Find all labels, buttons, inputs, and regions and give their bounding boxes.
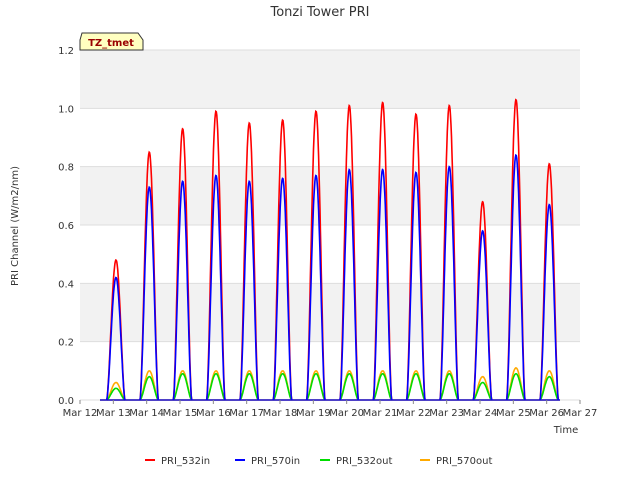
series-day-PRI_570in <box>139 185 160 401</box>
x-tick-label: Mar 18 <box>263 408 298 419</box>
legend: PRI_532in PRI_570in PRI_532out PRI_570out <box>145 456 492 467</box>
y-axis-label: PRI Channel (W/m2/nm) <box>10 166 21 286</box>
legend-label: PRI_570out <box>436 456 492 467</box>
series-PRI_570in <box>100 153 560 401</box>
x-tick-label: Mar 15 <box>163 408 198 419</box>
x-tick-label: Mar 24 <box>463 408 498 419</box>
series-day-PRI_570in <box>372 168 393 401</box>
series-day-PRI_532out <box>272 372 293 401</box>
chart-title: Tonzi Tower PRI <box>270 5 370 20</box>
series-day-PRI_570in <box>172 180 193 401</box>
series-day-PRI_570in <box>339 168 360 401</box>
x-tick-label: Mar 19 <box>296 408 331 419</box>
plot-band <box>80 50 580 109</box>
series-day-PRI_532out <box>439 372 459 401</box>
x-tick-label: Mar 21 <box>363 408 398 419</box>
x-tick-label: Mar 17 <box>229 408 264 419</box>
x-tick-label: Mar 20 <box>329 408 364 419</box>
series-day-PRI_532out <box>506 372 526 401</box>
y-tick-label: 0.4 <box>58 279 74 290</box>
y-tick-label: 1.2 <box>58 46 74 57</box>
series-day-PRI_570in <box>472 229 493 401</box>
series-day-PRI_532out <box>139 375 159 401</box>
series-day-PRI_570in <box>239 180 260 401</box>
series-day-PRI_532out <box>306 372 326 401</box>
legend-label: PRI_570in <box>251 456 300 467</box>
x-tick-label: Mar 16 <box>196 408 231 419</box>
badge-label: TZ_tmet <box>88 38 134 49</box>
series-day-PRI_532out <box>539 375 559 401</box>
x-tick-label: Mar 25 <box>496 408 531 419</box>
legend-label: PRI_532out <box>336 456 392 467</box>
x-tick-label: Mar 14 <box>129 408 164 419</box>
x-tick-label: Mar 22 <box>396 408 431 419</box>
x-axis-label: Time <box>553 425 578 436</box>
plot-band <box>80 283 580 342</box>
y-tick-label: 0.8 <box>58 163 74 174</box>
legend-label: PRI_532in <box>161 456 210 467</box>
series-day-PRI_532out <box>206 372 226 401</box>
y-tick-label: 0.6 <box>58 221 74 232</box>
series-day-PRI_570in <box>272 177 293 401</box>
series-layer <box>100 98 560 401</box>
y-tick-label: 0.2 <box>58 338 74 349</box>
series-day-PRI_570in <box>405 171 426 401</box>
series-day-PRI_532out <box>239 372 259 401</box>
series-day-PRI_570in <box>305 174 326 401</box>
y-axis: 0.0 0.2 0.4 0.6 0.8 1.0 1.2 <box>58 46 74 407</box>
series-day-PRI_532out <box>472 381 493 401</box>
x-tick-label: Mar 23 <box>429 408 464 419</box>
series-day-PRI_570in <box>505 153 526 401</box>
series-day-PRI_570out <box>106 381 126 401</box>
series-day-PRI_570in <box>439 165 460 401</box>
x-tick-label: Mar 26 <box>529 408 564 419</box>
x-tick-label: Mar 13 <box>96 408 131 419</box>
series-day-PRI_570in <box>205 174 226 401</box>
series-day-PRI_570in <box>539 203 560 401</box>
series-day-PRI_532out <box>372 372 393 401</box>
series-day-PRI_570in <box>105 276 126 401</box>
y-tick-label: 1.0 <box>58 104 74 115</box>
series-day-PRI_532out <box>339 372 359 401</box>
series-day-PRI_532out <box>406 372 426 401</box>
plot-band <box>80 166 580 225</box>
series-day-PRI_532out <box>172 372 193 401</box>
x-tick-label: Mar 12 <box>63 408 98 419</box>
site-badge: TZ_tmet <box>79 32 144 51</box>
y-tick-label: 0.0 <box>58 396 74 407</box>
x-tick-label: Mar 27 <box>563 408 598 419</box>
series-day-PRI_532out <box>106 387 126 401</box>
